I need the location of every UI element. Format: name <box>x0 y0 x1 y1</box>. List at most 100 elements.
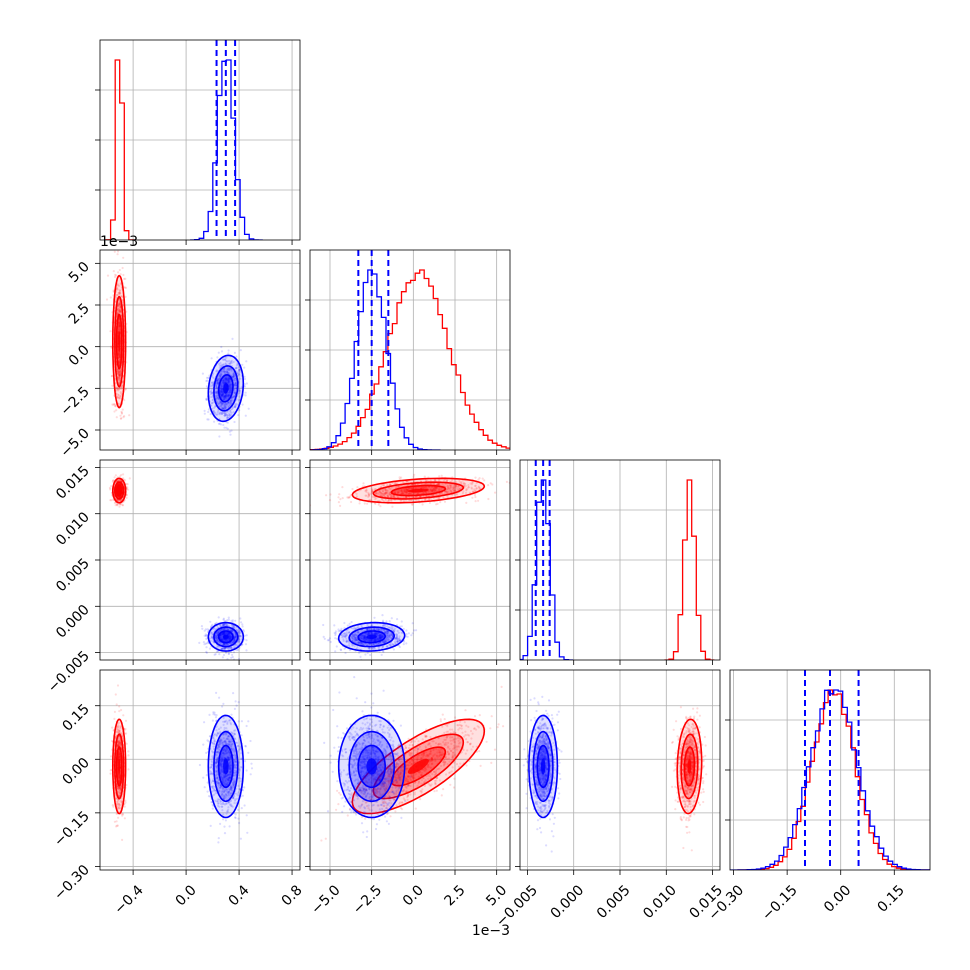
sample-point <box>119 310 122 313</box>
sample-point <box>481 477 484 480</box>
sample-point <box>228 638 231 641</box>
sample-point <box>222 638 225 641</box>
sample-point <box>119 417 122 420</box>
sample-point <box>220 406 223 409</box>
sample-point <box>227 362 230 365</box>
sample-point <box>215 639 218 642</box>
sample-point <box>227 372 230 375</box>
sample-point <box>215 650 218 653</box>
sample-point <box>118 361 121 364</box>
sample-point <box>227 379 230 382</box>
sample-point <box>238 368 241 371</box>
sample-point <box>223 414 226 417</box>
sample-point <box>118 373 121 376</box>
sample-point <box>117 377 120 380</box>
sample-point <box>223 368 226 371</box>
sample-point <box>234 382 237 385</box>
sample-point <box>234 404 238 407</box>
sample-point <box>118 376 121 379</box>
sample-point <box>224 413 227 416</box>
sample-point <box>229 646 232 649</box>
sample-point <box>216 635 219 638</box>
sample-point <box>216 379 219 382</box>
sample-point <box>226 643 229 646</box>
sample-point <box>239 634 242 637</box>
sample-point <box>232 360 235 364</box>
sample-point <box>400 620 403 623</box>
sample-point <box>118 479 121 482</box>
sample-point <box>118 355 121 358</box>
sample-point <box>227 624 230 627</box>
sample-point <box>219 635 222 638</box>
sample-point <box>243 366 246 369</box>
sample-point <box>229 634 232 637</box>
sample-point <box>118 318 121 321</box>
sample-point <box>222 363 225 366</box>
sample-point <box>220 373 223 376</box>
sample-point <box>234 405 237 409</box>
sample-point <box>122 416 125 419</box>
sample-point <box>221 632 224 636</box>
sample-point <box>117 495 121 499</box>
sample-point <box>114 405 117 408</box>
sample-point <box>119 395 122 398</box>
sample-point <box>119 370 122 373</box>
sample-point <box>237 387 241 390</box>
sample-point <box>223 623 227 626</box>
sample-point <box>219 636 222 639</box>
sample-point <box>215 400 219 403</box>
sample-point <box>216 390 219 394</box>
sample-point <box>205 379 208 383</box>
sample-point <box>118 492 121 495</box>
sample-point <box>117 492 120 495</box>
sample-point <box>221 628 224 631</box>
sample-point <box>230 361 233 364</box>
sample-point <box>227 405 230 408</box>
sample-point <box>229 637 232 640</box>
sample-point <box>216 370 219 373</box>
sample-point <box>118 354 121 357</box>
sample-point <box>228 635 231 638</box>
sample-point <box>227 638 230 641</box>
sample-point <box>224 396 227 400</box>
sample-point <box>117 323 120 327</box>
sample-point <box>237 638 241 641</box>
sample-point <box>204 633 207 636</box>
sample-point <box>223 370 226 374</box>
sample-point <box>206 628 209 631</box>
sample-point <box>218 435 221 438</box>
sample-point <box>119 475 122 478</box>
sample-point <box>226 410 229 414</box>
sample-point <box>118 486 121 489</box>
sample-point <box>229 399 233 402</box>
sample-point <box>119 503 122 506</box>
sample-point <box>227 616 230 619</box>
sample-point <box>114 273 117 276</box>
sample-point <box>117 302 121 305</box>
sample-point <box>428 501 431 504</box>
sample-point <box>229 386 232 389</box>
sample-point <box>422 486 425 489</box>
panel-frame <box>99 249 301 451</box>
sample-point <box>218 412 221 415</box>
sample-point <box>233 420 236 424</box>
sample-point <box>203 634 206 637</box>
sample-point <box>116 369 119 372</box>
sample-point <box>198 641 201 645</box>
sample-point <box>227 378 230 381</box>
sample-point <box>121 380 124 383</box>
sample-point <box>118 324 121 327</box>
sample-point <box>388 492 391 495</box>
sample-point <box>223 426 226 429</box>
sample-point <box>233 636 237 639</box>
sample-point <box>210 385 213 388</box>
sample-point <box>226 379 229 382</box>
sample-point <box>217 398 220 401</box>
sample-point <box>217 402 220 405</box>
sample-point <box>221 636 224 639</box>
sample-point <box>462 481 465 485</box>
sample-point <box>515 481 517 483</box>
sample-point <box>117 352 120 355</box>
sample-point <box>471 490 475 493</box>
sample-point <box>110 485 113 488</box>
